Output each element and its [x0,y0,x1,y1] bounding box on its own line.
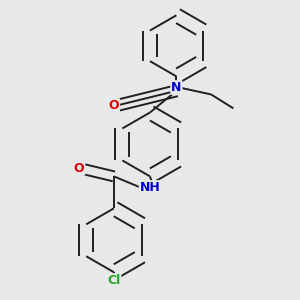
Text: NH: NH [140,181,160,194]
Text: O: O [74,162,85,175]
Text: O: O [109,99,119,112]
Text: Cl: Cl [107,274,121,287]
Text: N: N [171,81,182,94]
